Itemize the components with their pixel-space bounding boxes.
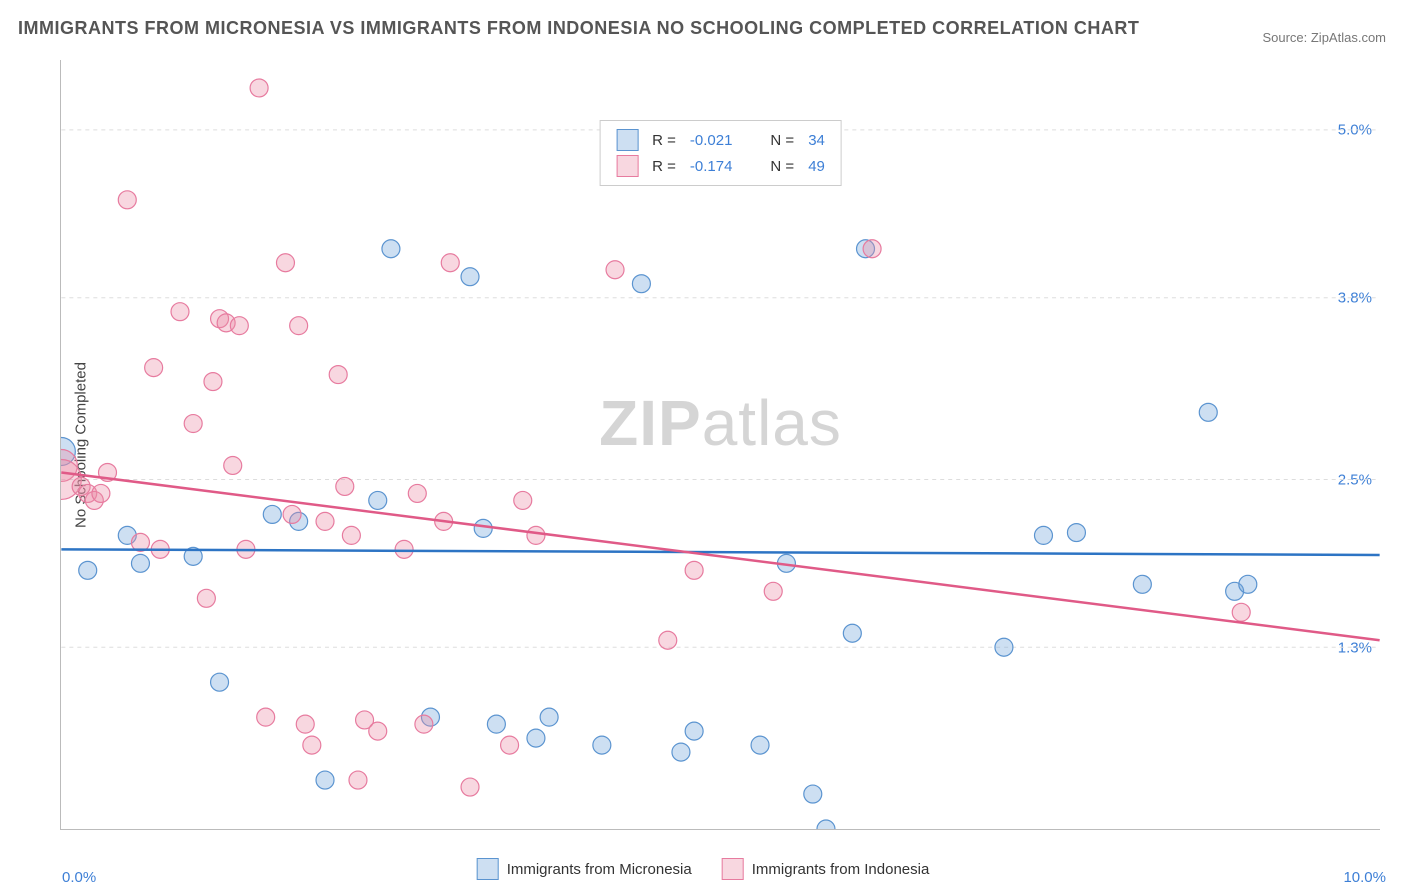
legend-swatch-micronesia bbox=[477, 858, 499, 880]
swatch-micronesia bbox=[616, 129, 638, 151]
stats-row-indonesia: R = -0.174 N = 49 bbox=[616, 153, 825, 179]
source-label: Source: ZipAtlas.com bbox=[1262, 30, 1386, 45]
stats-legend: R = -0.021 N = 34 R = -0.174 N = 49 bbox=[599, 120, 842, 186]
stats-row-micronesia: R = -0.021 N = 34 bbox=[616, 127, 825, 153]
x-tick-max: 10.0% bbox=[1343, 869, 1386, 886]
swatch-indonesia bbox=[616, 155, 638, 177]
n-label: N = bbox=[770, 132, 794, 149]
r-label: R = bbox=[652, 158, 676, 175]
legend-swatch-indonesia bbox=[722, 858, 744, 880]
legend-label-indonesia: Immigrants from Indonesia bbox=[752, 861, 930, 878]
legend-label-micronesia: Immigrants from Micronesia bbox=[507, 861, 692, 878]
r-value-micronesia: -0.021 bbox=[690, 132, 733, 149]
legend-item-micronesia: Immigrants from Micronesia bbox=[477, 858, 692, 880]
n-value-indonesia: 49 bbox=[808, 158, 825, 175]
r-value-indonesia: -0.174 bbox=[690, 158, 733, 175]
chart-title: IMMIGRANTS FROM MICRONESIA VS IMMIGRANTS… bbox=[18, 18, 1139, 39]
series-legend: Immigrants from Micronesia Immigrants fr… bbox=[477, 858, 930, 880]
x-tick-min: 0.0% bbox=[62, 869, 96, 886]
n-label: N = bbox=[770, 158, 794, 175]
r-label: R = bbox=[652, 132, 676, 149]
legend-item-indonesia: Immigrants from Indonesia bbox=[722, 858, 930, 880]
plot-area: No Schooling Completed ZIPatlas R = -0.0… bbox=[60, 60, 1380, 830]
n-value-micronesia: 34 bbox=[808, 132, 825, 149]
